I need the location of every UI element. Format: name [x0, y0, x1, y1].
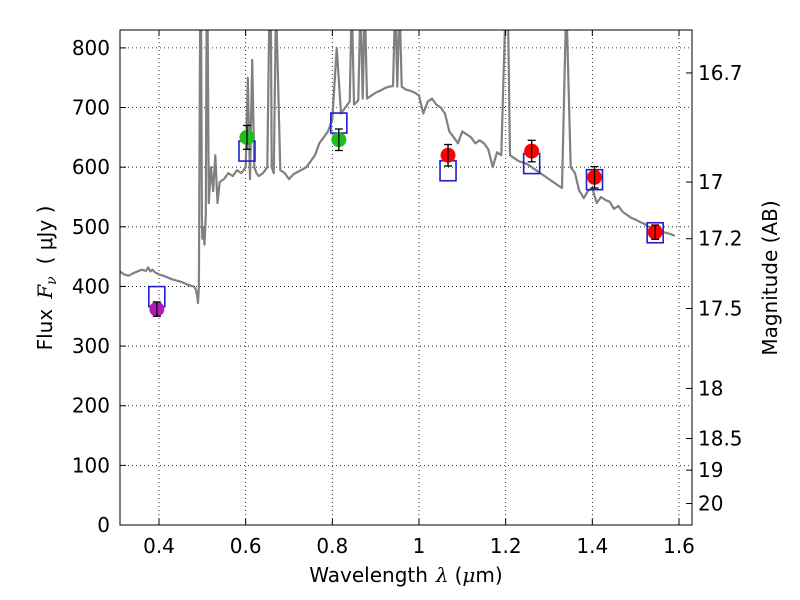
model-flux-box: [646, 221, 664, 244]
y-tick-label: 300: [72, 334, 110, 358]
ticks: 0.4 0.6 0.8 1 1.2 1.4 1.6 0 100 200 300 400 500 600 70…: [72, 30, 743, 558]
y2-tick-label: 17.5: [698, 297, 743, 321]
x-tick-label: 1: [413, 534, 426, 558]
spectrum-layer: [120, 30, 676, 305]
y-axis-title: FluxFν( μJy ): [33, 206, 60, 351]
x-tick-label: 0.6: [230, 534, 262, 558]
spectrum-line: [120, 30, 676, 305]
x-tick-label: 1.6: [663, 534, 695, 558]
y2-tick-label: 18: [698, 376, 723, 400]
y2-tick-label: 19: [698, 458, 723, 482]
y-tick-label: 0: [97, 513, 110, 537]
y2-tick-label: 16.7: [698, 61, 743, 85]
x-tick-label: 1.4: [576, 534, 608, 558]
y-tick-label: 800: [72, 36, 110, 60]
x-tick-label: 1.2: [490, 534, 522, 558]
x-axis-title: Wavelength λ (μm): [309, 563, 502, 587]
y-tick-label: 600: [72, 155, 110, 179]
x-tick-label: 0.8: [316, 534, 348, 558]
y-tick-label: 400: [72, 274, 110, 298]
y-tick-label: 100: [72, 453, 110, 477]
y2-tick-label: 20: [698, 492, 723, 516]
y-tick-label: 200: [72, 394, 110, 418]
y2-tick-label: 17: [698, 170, 723, 194]
y2-tick-label: 18.5: [698, 427, 743, 451]
plot-frame: [119, 29, 693, 526]
y2-tick-label: 17.2: [698, 227, 743, 251]
x-tick-label: 0.4: [143, 534, 175, 558]
y2-axis-title: Magnitude (AB): [758, 200, 782, 355]
y-tick-label: 700: [72, 96, 110, 120]
y-tick-label: 500: [72, 215, 110, 239]
photometry-layer: [148, 112, 664, 317]
